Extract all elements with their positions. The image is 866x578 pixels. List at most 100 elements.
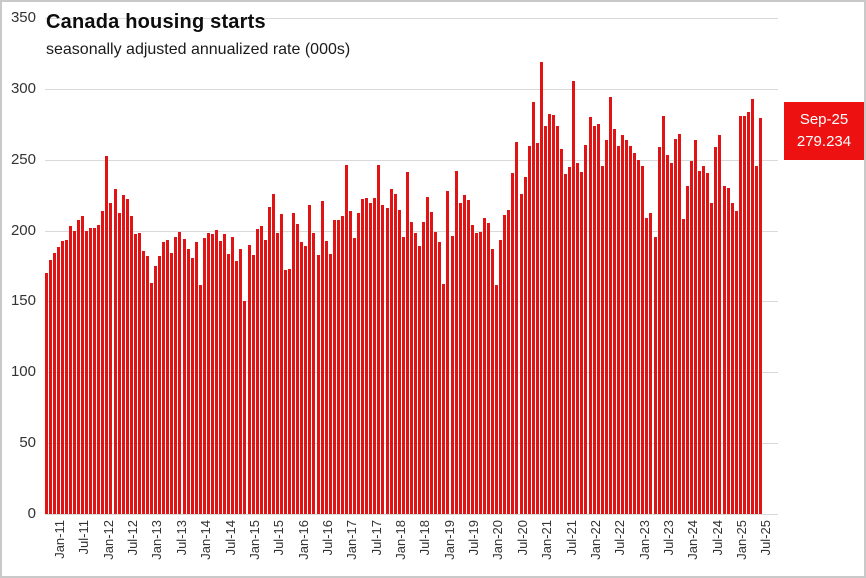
bar[interactable]: [491, 249, 495, 514]
bar[interactable]: [418, 246, 422, 514]
bar[interactable]: [304, 246, 308, 514]
bar[interactable]: [89, 227, 93, 514]
bar[interactable]: [44, 272, 48, 514]
bar[interactable]: [101, 210, 105, 514]
bar[interactable]: [413, 233, 417, 514]
bar[interactable]: [296, 224, 300, 514]
bar[interactable]: [405, 172, 409, 514]
bar[interactable]: [503, 215, 507, 514]
bar[interactable]: [726, 188, 730, 514]
bar[interactable]: [580, 172, 584, 514]
bar[interactable]: [389, 188, 393, 514]
bar[interactable]: [275, 233, 279, 514]
bar[interactable]: [487, 223, 491, 514]
bar[interactable]: [113, 189, 117, 514]
bar[interactable]: [669, 162, 673, 514]
bar[interactable]: [56, 247, 60, 514]
bar[interactable]: [637, 159, 641, 514]
bar[interactable]: [426, 196, 430, 514]
bar[interactable]: [454, 171, 458, 514]
bar[interactable]: [170, 252, 174, 514]
bar[interactable]: [681, 218, 685, 514]
bar[interactable]: [117, 212, 121, 514]
bar[interactable]: [251, 254, 255, 514]
bar[interactable]: [515, 141, 519, 514]
bar[interactable]: [722, 186, 726, 514]
bar[interactable]: [198, 284, 202, 514]
bar[interactable]: [478, 231, 482, 514]
bar[interactable]: [109, 203, 113, 514]
bar[interactable]: [552, 114, 555, 514]
bar[interactable]: [154, 266, 158, 514]
bar[interactable]: [685, 185, 689, 514]
bar[interactable]: [292, 212, 296, 514]
bar[interactable]: [734, 210, 738, 514]
bar[interactable]: [458, 203, 462, 514]
bar[interactable]: [259, 226, 263, 514]
bar[interactable]: [438, 242, 442, 514]
bar[interactable]: [527, 145, 531, 514]
bar[interactable]: [263, 240, 267, 514]
bar[interactable]: [68, 225, 72, 514]
bar[interactable]: [612, 128, 616, 514]
bar[interactable]: [409, 221, 413, 514]
bar[interactable]: [174, 237, 178, 514]
bar[interactable]: [499, 239, 503, 514]
bar[interactable]: [564, 174, 568, 514]
bar[interactable]: [560, 148, 564, 514]
bar[interactable]: [137, 232, 141, 514]
bar[interactable]: [742, 116, 746, 514]
bar[interactable]: [539, 62, 543, 514]
bar[interactable]: [369, 202, 373, 514]
bar[interactable]: [76, 219, 80, 514]
bar[interactable]: [316, 255, 320, 514]
bar[interactable]: [324, 240, 328, 514]
bar[interactable]: [190, 258, 194, 514]
bar[interactable]: [231, 237, 235, 514]
bar[interactable]: [474, 233, 478, 514]
bar[interactable]: [608, 97, 612, 514]
bar[interactable]: [604, 139, 608, 514]
bar[interactable]: [466, 200, 470, 514]
bar[interactable]: [535, 142, 539, 514]
bar[interactable]: [72, 230, 76, 514]
bar[interactable]: [519, 193, 523, 514]
bar[interactable]: [361, 198, 365, 514]
bar[interactable]: [531, 101, 535, 514]
bar[interactable]: [746, 111, 750, 514]
bar[interactable]: [81, 216, 85, 514]
bar[interactable]: [446, 191, 450, 514]
bar[interactable]: [600, 165, 604, 514]
bar[interactable]: [328, 253, 332, 514]
bar[interactable]: [385, 207, 389, 514]
bar[interactable]: [133, 234, 137, 514]
bar[interactable]: [300, 242, 304, 514]
bar[interactable]: [121, 195, 125, 514]
bar[interactable]: [543, 126, 547, 514]
bar[interactable]: [393, 194, 397, 514]
bar[interactable]: [759, 118, 763, 514]
bar[interactable]: [210, 233, 214, 514]
bar[interactable]: [718, 135, 722, 514]
bar[interactable]: [146, 255, 149, 514]
bar[interactable]: [255, 228, 259, 514]
bar[interactable]: [52, 252, 56, 514]
bar[interactable]: [641, 165, 645, 514]
bar[interactable]: [235, 260, 239, 514]
bar[interactable]: [702, 165, 706, 514]
bar[interactable]: [85, 231, 89, 514]
bar[interactable]: [462, 195, 466, 514]
bar[interactable]: [653, 236, 657, 514]
bar[interactable]: [649, 212, 653, 514]
bar[interactable]: [308, 204, 312, 514]
bar[interactable]: [64, 240, 68, 514]
bar[interactable]: [97, 225, 101, 514]
bar[interactable]: [377, 164, 381, 514]
bar[interactable]: [657, 147, 661, 514]
bar[interactable]: [556, 126, 560, 514]
bar[interactable]: [588, 117, 592, 514]
bar[interactable]: [592, 126, 596, 514]
bar[interactable]: [279, 214, 283, 514]
bar[interactable]: [93, 228, 97, 514]
bar[interactable]: [523, 177, 527, 514]
